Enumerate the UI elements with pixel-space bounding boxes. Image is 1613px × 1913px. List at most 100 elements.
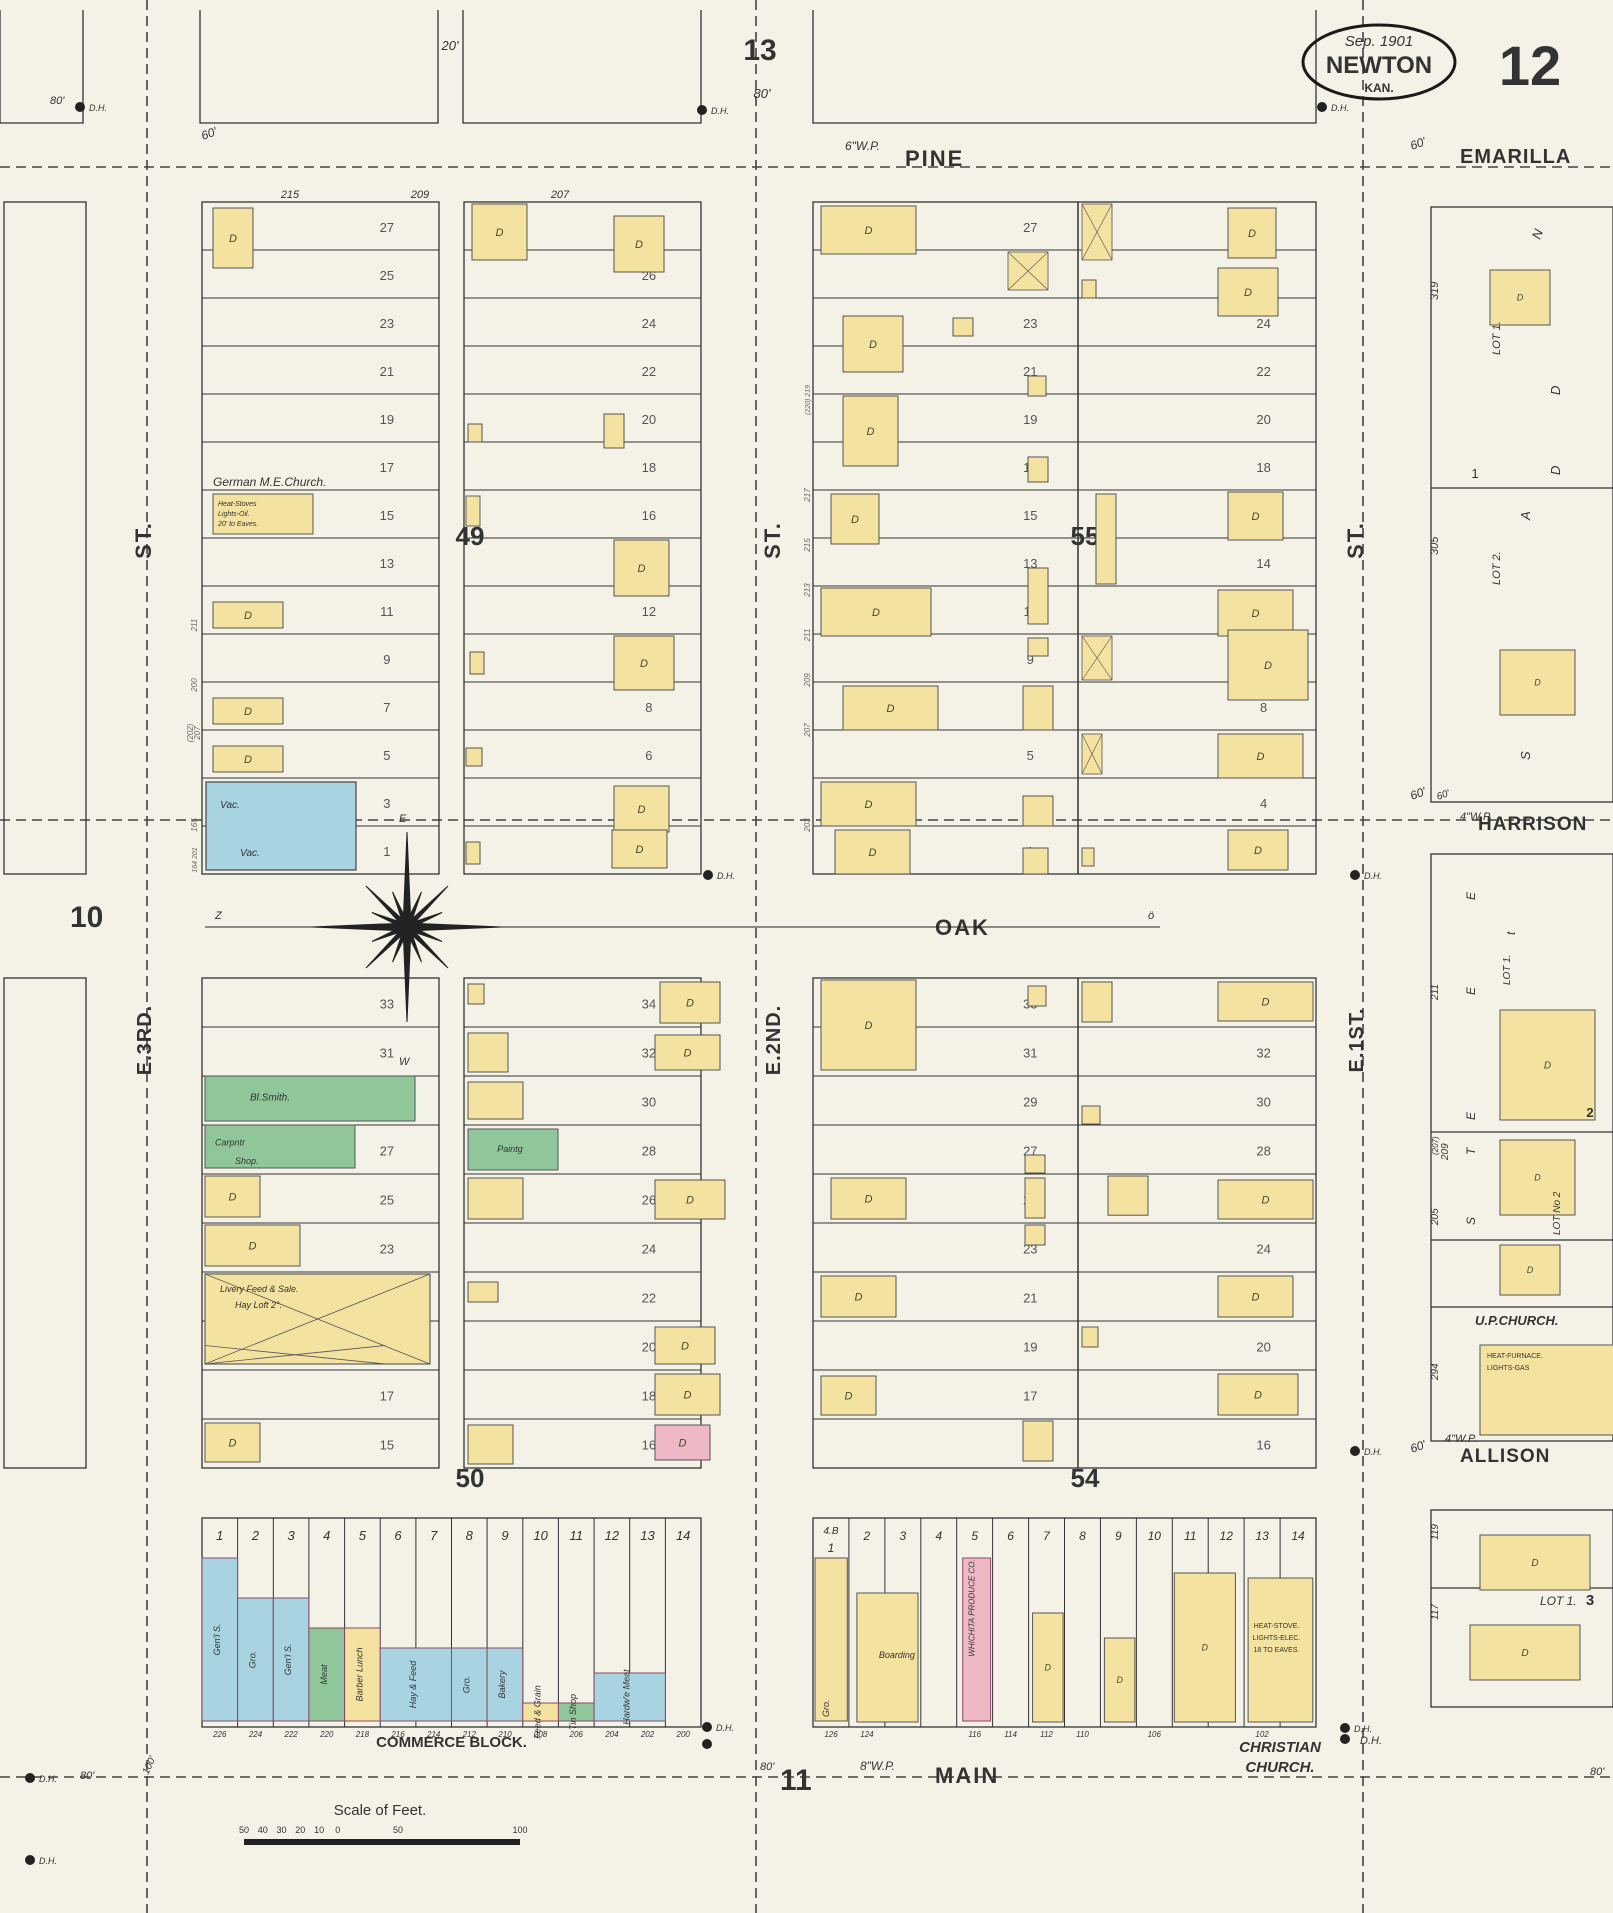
svg-text:20': 20'	[441, 38, 459, 53]
svg-text:15: 15	[380, 1437, 394, 1452]
svg-text:D: D	[244, 610, 252, 622]
svg-text:19: 19	[1023, 412, 1037, 427]
svg-text:Livery Feed & Sale.: Livery Feed & Sale.	[220, 1284, 299, 1294]
svg-text:Hay Loft 2°.: Hay Loft 2°.	[235, 1300, 282, 1310]
svg-text:E: E	[399, 813, 407, 825]
svg-text:8: 8	[1260, 700, 1267, 715]
svg-text:D.H.: D.H.	[39, 1774, 57, 1784]
svg-text:D: D	[872, 607, 880, 619]
svg-text:10: 10	[533, 1528, 548, 1543]
svg-text:LOT 1.: LOT 1.	[1540, 1594, 1577, 1608]
svg-text:2: 2	[863, 1529, 871, 1543]
svg-text:Scale of Feet.: Scale of Feet.	[334, 1802, 427, 1819]
svg-text:4"W.P.: 4"W.P.	[1445, 1433, 1477, 1445]
svg-text:D.H.: D.H.	[1364, 871, 1382, 881]
svg-text:19: 19	[380, 412, 394, 427]
svg-text:Barber Lunch: Barber Lunch	[354, 1647, 364, 1701]
svg-text:22: 22	[642, 1290, 656, 1305]
svg-text:D.H.: D.H.	[39, 1856, 57, 1866]
svg-text:D: D	[681, 1340, 689, 1352]
svg-text:6: 6	[1007, 1529, 1014, 1543]
svg-text:25: 25	[380, 1192, 394, 1207]
svg-text:Carpntr: Carpntr	[215, 1138, 246, 1148]
svg-text:165: 165	[190, 818, 199, 832]
svg-text:110: 110	[1076, 1730, 1089, 1739]
svg-text:Hay & Feed: Hay & Feed	[408, 1660, 418, 1709]
svg-text:102: 102	[1255, 1730, 1269, 1739]
svg-text:119: 119	[1430, 1524, 1441, 1540]
svg-text:12: 12	[1499, 34, 1561, 97]
svg-text:10: 10	[314, 1825, 324, 1835]
svg-text:209: 209	[803, 673, 812, 688]
svg-text:9: 9	[501, 1528, 508, 1543]
svg-text:6: 6	[394, 1528, 402, 1543]
svg-text:117: 117	[1430, 1604, 1441, 1620]
svg-text:5: 5	[383, 748, 390, 763]
svg-text:1: 1	[828, 1541, 835, 1555]
svg-text:Lights-Oil.: Lights-Oil.	[218, 511, 250, 518]
svg-text:D.H.: D.H.	[711, 106, 729, 116]
svg-text:Boarding: Boarding	[879, 1650, 915, 1660]
svg-text:D: D	[635, 239, 643, 251]
svg-text:D: D	[1252, 608, 1260, 620]
svg-text:34: 34	[642, 996, 656, 1011]
svg-text:226: 226	[212, 1730, 227, 1739]
svg-text:13: 13	[1255, 1529, 1269, 1543]
svg-text:D: D	[1521, 1648, 1528, 1659]
svg-text:D: D	[865, 799, 873, 811]
svg-text:13: 13	[380, 556, 394, 571]
svg-text:28: 28	[642, 1143, 656, 1158]
svg-text:S: S	[1464, 1217, 1478, 1225]
svg-text:LIGHTS-ELEC.: LIGHTS-ELEC.	[1253, 1635, 1301, 1642]
svg-text:14: 14	[1291, 1529, 1305, 1543]
svg-text:27: 27	[380, 220, 394, 235]
svg-text:D: D	[679, 1437, 687, 1449]
svg-text:80': 80'	[80, 1770, 95, 1782]
svg-text:D: D	[684, 1047, 692, 1059]
svg-text:207: 207	[803, 723, 812, 738]
svg-text:D: D	[887, 703, 895, 715]
svg-text:ST.: ST.	[1343, 521, 1368, 559]
svg-text:20: 20	[295, 1825, 305, 1835]
svg-text:D: D	[867, 426, 875, 438]
svg-text:5: 5	[971, 1529, 978, 1543]
svg-text:22: 22	[642, 364, 656, 379]
svg-text:20: 20	[1256, 1339, 1270, 1354]
svg-text:D.H.: D.H.	[1354, 1724, 1372, 1734]
svg-text:ALLISON: ALLISON	[1460, 1446, 1550, 1467]
svg-text:16: 16	[642, 508, 656, 523]
svg-text:1: 1	[216, 1528, 223, 1543]
svg-text:D: D	[1517, 293, 1524, 303]
svg-text:213: 213	[803, 583, 812, 598]
svg-text:D.H.: D.H.	[1331, 103, 1349, 113]
svg-text:214: 214	[426, 1730, 441, 1739]
svg-text:Meat: Meat	[319, 1664, 329, 1685]
svg-text:WHICHITA PRODUCE CO.: WHICHITA PRODUCE CO.	[968, 1559, 977, 1656]
svg-text:Gen'l S.: Gen'l S.	[283, 1644, 293, 1676]
svg-text:206: 206	[569, 1730, 584, 1739]
svg-text:25: 25	[380, 268, 394, 283]
svg-text:D.H.: D.H.	[716, 1723, 734, 1733]
svg-text:7: 7	[430, 1528, 438, 1543]
svg-text:ST.: ST.	[131, 521, 156, 559]
svg-text:164 201: 164 201	[192, 847, 199, 872]
svg-text:11: 11	[780, 1764, 812, 1797]
svg-text:D.H.: D.H.	[1364, 1447, 1382, 1457]
svg-text:D: D	[1531, 1558, 1538, 1569]
svg-text:D: D	[638, 563, 646, 575]
svg-text:80': 80'	[754, 86, 771, 101]
svg-text:D: D	[1534, 1173, 1541, 1183]
svg-text:Shop.: Shop.	[235, 1156, 259, 1166]
svg-text:LIGHTS-GAS: LIGHTS-GAS	[1487, 1365, 1530, 1372]
svg-text:218: 218	[355, 1730, 370, 1739]
svg-text:24: 24	[1256, 316, 1270, 331]
svg-text:D: D	[1248, 228, 1256, 240]
svg-text:E.1ST.: E.1ST.	[1346, 1008, 1368, 1073]
svg-text:21: 21	[1023, 1290, 1037, 1305]
svg-text:10: 10	[70, 901, 103, 934]
svg-text:U.P.CHURCH.: U.P.CHURCH.	[1475, 1313, 1559, 1328]
svg-text:D: D	[1534, 678, 1541, 688]
svg-text:14: 14	[1256, 556, 1270, 571]
svg-text:100: 100	[512, 1825, 527, 1835]
svg-text:20: 20	[642, 412, 656, 427]
